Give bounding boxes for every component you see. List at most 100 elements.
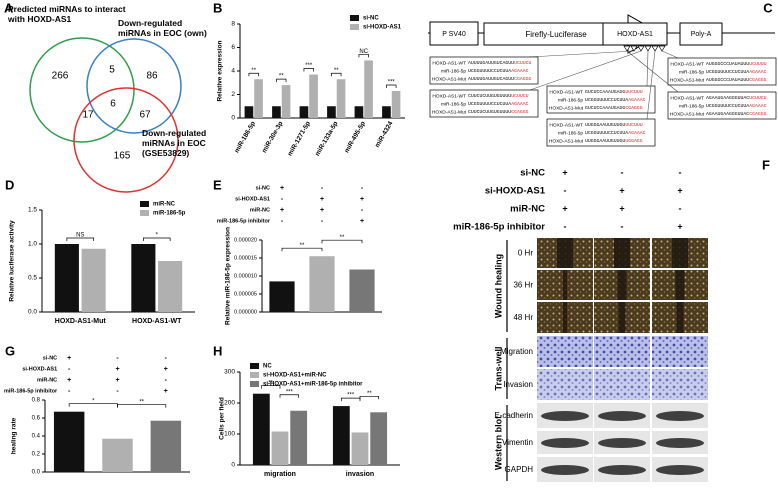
binding-site: CGAGGG	[625, 105, 642, 111]
condition-sign: +	[562, 167, 567, 177]
element-label: Firefly-Luciferase	[525, 30, 587, 39]
wound-gap	[676, 302, 684, 333]
significance-label: *	[156, 233, 159, 239]
transwell-image	[652, 336, 708, 367]
site-marker	[623, 45, 631, 52]
element-label: Poly-A	[691, 31, 712, 38]
panel-letter: A	[4, 0, 14, 15]
significance-label: **	[139, 399, 144, 405]
significance-bracket	[303, 68, 314, 72]
sequence: UUGGGAAUUGUUGU	[585, 122, 625, 128]
venn-set-label: Predicted miRNAs to interact with HOXD-A…	[8, 4, 126, 24]
site-marker	[651, 45, 659, 52]
condition-sign: +	[360, 196, 364, 203]
legend-swatch	[350, 24, 359, 30]
condition-sign: +	[562, 203, 567, 213]
venn-count: 6	[110, 99, 116, 110]
binding-site: AGAAAC	[628, 130, 645, 136]
y-tick-label: 4	[231, 68, 235, 75]
site-name: HOXD-AS1-WT	[549, 89, 583, 95]
venn-count: 86	[146, 71, 158, 82]
wound-gap	[618, 302, 626, 333]
significance-label: NS	[76, 233, 84, 239]
binding-site: AGAAAC	[511, 68, 528, 74]
site-marker	[658, 45, 666, 52]
significance-bracket	[248, 72, 259, 77]
binding-site: AGAAAC	[511, 101, 528, 107]
sequence: UCGGUUUUCCUCUUA	[468, 101, 511, 107]
significance-bracket	[359, 395, 380, 400]
venn-set	[29, 37, 135, 143]
blot-band	[541, 465, 589, 475]
binding-site: UUCUUU	[625, 122, 642, 128]
significance-label: *	[92, 398, 95, 404]
transwell-image	[594, 369, 650, 400]
site-name: miR-186-5p	[679, 69, 704, 75]
binding-site: CGAGGG	[514, 76, 531, 82]
condition-label: si-NC	[256, 185, 270, 191]
binding-site: UCUUCU	[511, 93, 528, 99]
legend-swatch	[140, 210, 149, 216]
legend-label: si-HOXD-AS1+miR-NC	[263, 373, 327, 379]
condition-label: miR-NC	[510, 204, 545, 215]
bar	[102, 438, 133, 472]
bar	[391, 90, 401, 118]
sequence: UUGGGAAUUGUUGU	[585, 138, 625, 144]
condition-sign: -	[564, 185, 567, 195]
venn-count: 266	[52, 71, 69, 82]
significance-bracket	[66, 237, 94, 241]
x-tick-label: miR-186-5p	[233, 120, 257, 154]
significance-bracket	[321, 239, 363, 244]
condition-sign: +	[320, 207, 324, 214]
condition-sign: -	[321, 218, 324, 225]
condition-sign: +	[320, 196, 324, 203]
sequence: CUUCUCUUGUGUUUU	[468, 109, 511, 115]
site-name: HOXD-AS1-Mut	[549, 138, 584, 144]
significance-bracket	[260, 385, 281, 389]
blot-band	[598, 465, 646, 475]
binding-site: CGAGGG	[749, 77, 766, 83]
row-label: E-cadherin	[494, 411, 533, 420]
y-tick-label: 1.5	[28, 207, 37, 214]
x-tick-label: miR-30e-3p	[261, 120, 285, 154]
venn-set-label: Down-regulated miRNAs in EOC (own)	[118, 18, 207, 38]
binding-site: AGAAAC	[628, 97, 645, 103]
y-tick-label: 0.000020	[234, 237, 257, 243]
sequence: UCGGUUUUCCUCUUA	[585, 97, 628, 103]
x-tick-label: invasion	[346, 471, 374, 478]
group-label: Western blot	[493, 416, 503, 470]
site-sequence: AUGGGCCCUAUAUUUCGAGGG	[706, 77, 767, 83]
y-axis-label: Cells per field	[219, 397, 226, 440]
blot-band	[656, 411, 704, 421]
y-axis-label: Relative expression	[217, 40, 224, 101]
site-sequence: CUUCUCUUGUGUUUUCGAGGG	[468, 109, 529, 115]
condition-sign: +	[619, 203, 624, 213]
element-box	[679, 22, 723, 46]
legend-label: si-HOXD-AS1	[363, 25, 402, 31]
legend-swatch	[350, 15, 359, 21]
wound-gap	[563, 302, 567, 333]
condition-sign: -	[361, 185, 364, 192]
legend-label: miR-186-5p	[153, 211, 186, 217]
site-sequence: GUCUCCAAAUGAGGUUCUUU	[585, 89, 643, 95]
panel-letter: C	[763, 0, 773, 15]
bar	[332, 406, 350, 465]
condition-label: si-HOXD-AS1	[22, 366, 57, 372]
site-sequence: UUGGGAAUUGUUGUUUCUUU	[585, 122, 643, 128]
binding-site: UCUUCU	[749, 95, 766, 101]
row-label: 36 Hr	[513, 281, 533, 290]
venn-count: 165	[114, 151, 131, 162]
binding-site: AGAAAC	[749, 69, 766, 75]
condition-sign: -	[68, 388, 71, 395]
site-name: HOXD-AS1-WT	[670, 61, 704, 67]
site-sequence: AGAAUGAAGGGUUACUCUUCU	[706, 95, 767, 101]
condition-sign: -	[361, 207, 364, 214]
bar	[158, 261, 183, 312]
site-name: HOXD-AS1-WT	[432, 93, 466, 99]
condition-label: si-HOXD-AS1	[485, 186, 546, 197]
significance-label: **	[300, 243, 305, 249]
condition-sign: +	[360, 218, 364, 225]
significance-label: ***	[388, 80, 396, 86]
